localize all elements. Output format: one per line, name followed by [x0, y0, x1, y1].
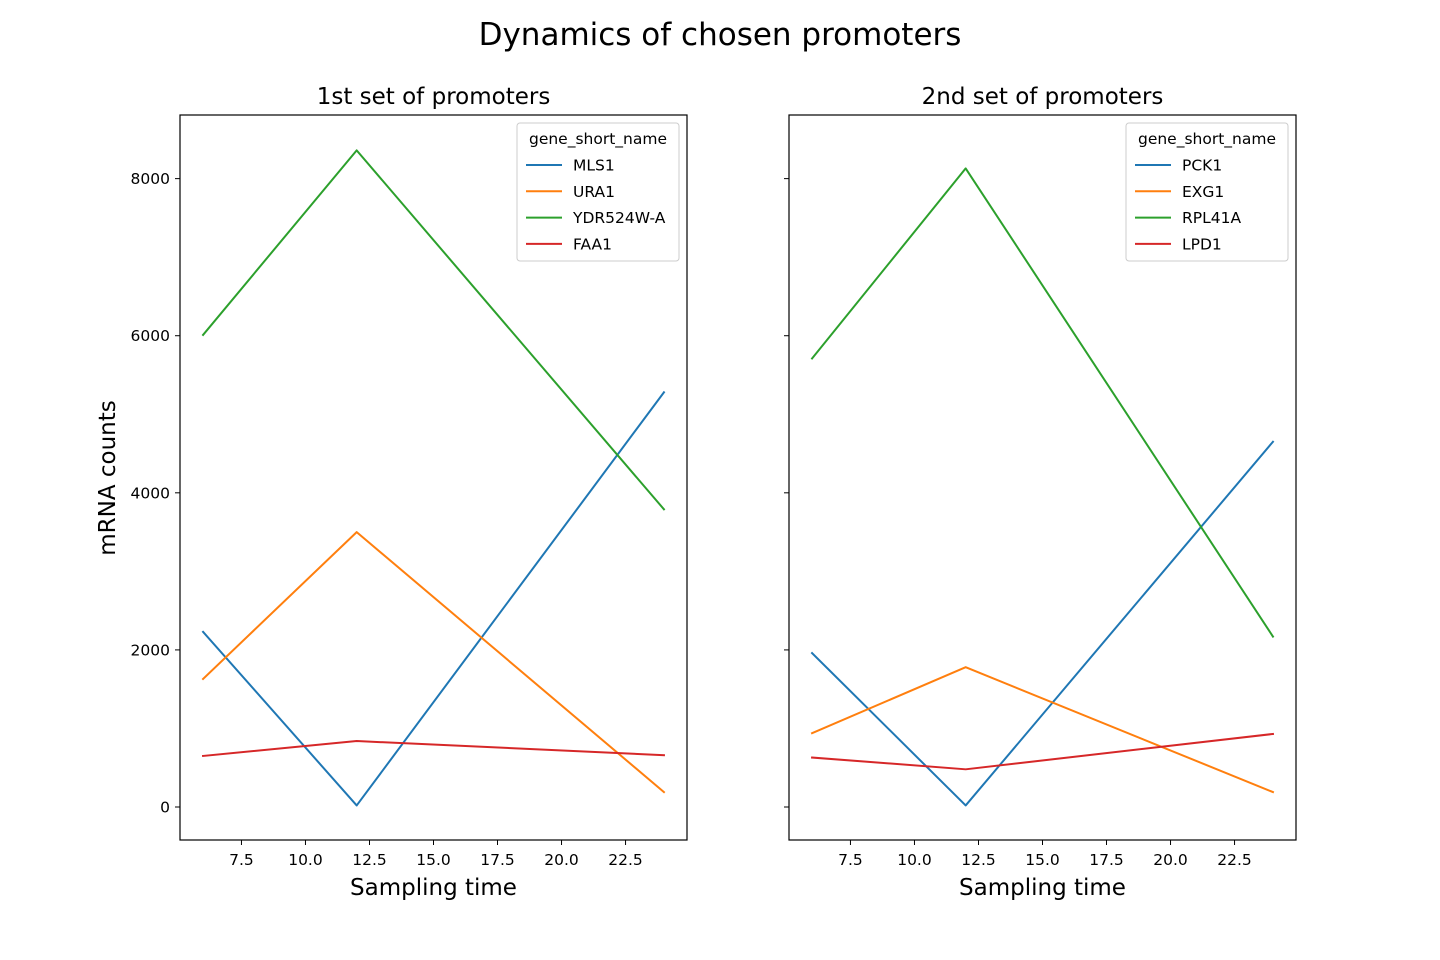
y-tick-label: 6000: [131, 327, 170, 345]
y-tick-label: 0: [160, 799, 170, 817]
y-tick-label: 8000: [131, 170, 170, 188]
x-tick-label: 15.0: [1025, 851, 1060, 869]
series-line-lpd1: [810, 732, 1275, 771]
x-axis: 7.5 10.0 12.5 15.0 17.5 20.0 22.5: [229, 840, 643, 869]
legend-label-ydr524w-a: YDR524W-A: [572, 209, 666, 227]
series-line-pck1: [810, 440, 1275, 807]
legend-label-faa1: FAA1: [573, 235, 612, 253]
y-tick-label: 2000: [131, 641, 170, 659]
axes-frame: [788, 114, 1297, 841]
x-tick-label: 10.0: [897, 851, 932, 869]
series-line-ydr524w-a: [201, 149, 666, 511]
series-line-mls1: [201, 390, 666, 807]
series-line-ura1: [201, 531, 666, 794]
legend-box: [1125, 122, 1289, 262]
series-lines: [201, 149, 666, 807]
legend-label-lpd1: LPD1: [1182, 235, 1222, 253]
x-tick-label: 7.5: [838, 851, 863, 869]
series-line-exg1: [810, 666, 1275, 794]
legend-title: gene_short_name: [529, 130, 667, 149]
x-tick-label: 17.5: [480, 851, 515, 869]
y-axis: 0 2000 4000 6000 8000: [131, 170, 180, 817]
x-axis-label: Sampling time: [959, 875, 1126, 901]
panel-title: 2nd set of promoters: [922, 84, 1164, 110]
y-tick-label: 4000: [131, 484, 170, 502]
legend-label-exg1: EXG1: [1182, 183, 1224, 201]
x-tick-label: 15.0: [416, 851, 451, 869]
panel-title: 1st set of promoters: [317, 84, 551, 110]
y-axis-label: mRNA counts: [95, 400, 121, 556]
legend-label-mls1: MLS1: [573, 157, 615, 175]
axes-frame: [179, 114, 688, 841]
panel-1st-set: 1st set of promoters 7.5 10.0 12.5 15.0 17.5 2…: [131, 84, 688, 901]
panel-2nd-set: 2nd set of promoters 7.5 10.0 12.5 15.0 17.5 2…: [784, 84, 1297, 901]
figure-title: Dynamics of chosen promoters: [479, 17, 962, 53]
legend: gene_short_name MLS1 URA1 YDR524W-A FAA1: [516, 122, 680, 262]
x-axis: 7.5 10.0 12.5 15.0 17.5 20.0 22.5: [838, 840, 1252, 869]
x-tick-label: 7.5: [229, 851, 254, 869]
legend-label-pck1: PCK1: [1182, 157, 1222, 175]
x-tick-label: 12.5: [961, 851, 996, 869]
legend-label-ura1: URA1: [573, 183, 615, 201]
x-tick-label: 12.5: [352, 851, 387, 869]
x-tick-label: 22.5: [1217, 851, 1252, 869]
legend-box: [516, 122, 680, 262]
series-line-faa1: [201, 740, 665, 758]
x-tick-label: 20.0: [1153, 851, 1188, 869]
y-axis: [784, 178, 789, 808]
x-axis-label: Sampling time: [350, 875, 517, 901]
x-tick-label: 17.5: [1089, 851, 1124, 869]
legend: gene_short_name PCK1 EXG1 RPL41A LPD1: [1125, 122, 1289, 262]
legend-title: gene_short_name: [1138, 130, 1276, 149]
series-lines: [810, 167, 1275, 807]
legend-label-rpl41a: RPL41A: [1182, 209, 1241, 227]
series-line-rpl41a: [810, 167, 1275, 638]
x-tick-label: 20.0: [544, 851, 579, 869]
x-tick-label: 22.5: [608, 851, 643, 869]
x-tick-label: 10.0: [288, 851, 323, 869]
